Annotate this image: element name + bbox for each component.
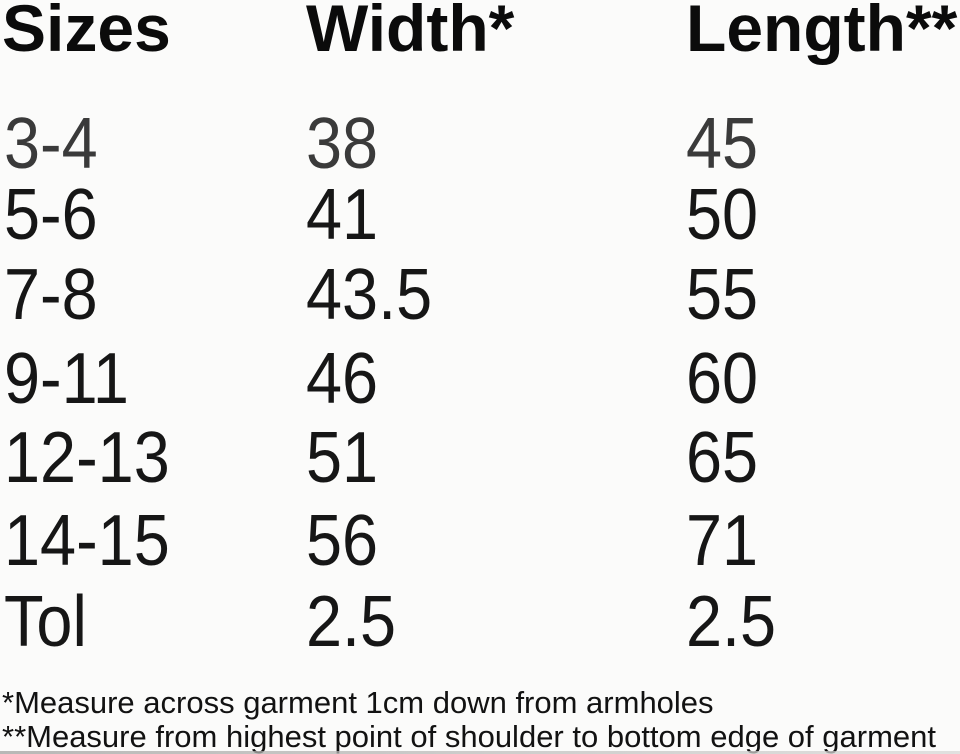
- length-cell: 71: [686, 501, 759, 581]
- length-cell: 60: [686, 339, 759, 419]
- size-cell: Tol: [4, 582, 87, 662]
- length-cell: 65: [686, 418, 759, 498]
- footnote-length-note: **Measure from highest point of shoulder…: [2, 719, 936, 754]
- width-cell: 2.5: [306, 582, 397, 662]
- width-cell: 41: [306, 175, 379, 255]
- length-cell: 55: [686, 255, 759, 335]
- column-header-length: Length**: [686, 0, 958, 65]
- width-cell: 56: [306, 501, 379, 581]
- width-cell: 51: [306, 418, 379, 498]
- size-cell: 5-6: [4, 175, 98, 255]
- size-cell: 12-13: [4, 418, 170, 498]
- column-header-sizes: Sizes: [2, 0, 171, 65]
- column-header-width: Width*: [306, 0, 515, 65]
- footnote-width-note: *Measure across garment 1cm down from ar…: [2, 685, 714, 720]
- bottom-edge-artifact: [0, 751, 960, 754]
- width-cell: 43.5: [306, 255, 433, 335]
- size-cell: 7-8: [4, 255, 98, 335]
- width-cell: 46: [306, 339, 379, 419]
- width-cell: 38: [306, 104, 379, 184]
- length-cell: 50: [686, 175, 759, 255]
- size-cell: 9-11: [4, 339, 129, 419]
- size-cell: 14-15: [4, 501, 170, 581]
- length-cell: 2.5: [686, 582, 777, 662]
- length-cell: 45: [686, 104, 759, 184]
- size-cell: 3-4: [4, 104, 98, 184]
